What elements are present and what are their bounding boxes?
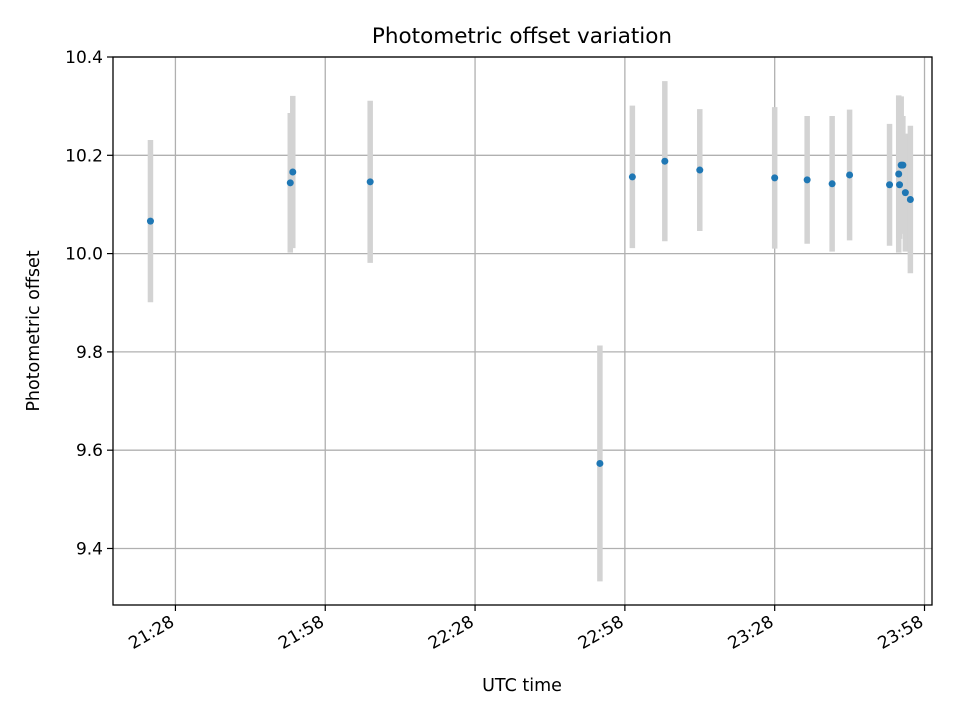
y-tick-label: 9.6 xyxy=(76,441,103,461)
data-point xyxy=(803,176,811,184)
data-point xyxy=(366,178,374,186)
y-tick-label: 10.2 xyxy=(65,146,103,166)
data-points xyxy=(146,157,914,467)
y-tick-label: 10.0 xyxy=(65,245,103,265)
data-point xyxy=(596,459,604,467)
data-point xyxy=(146,217,154,225)
data-point xyxy=(696,166,704,174)
data-point xyxy=(906,196,914,204)
data-point xyxy=(846,171,854,179)
chart-title: Photometric offset variation xyxy=(372,24,672,49)
data-point xyxy=(661,157,669,165)
data-point xyxy=(886,181,894,189)
plot-frame xyxy=(112,56,933,606)
data-point xyxy=(899,161,907,169)
data-point xyxy=(895,170,903,178)
data-point xyxy=(896,181,904,189)
data-point xyxy=(628,173,636,181)
data-point xyxy=(771,174,779,182)
y-axis-label: Photometric offset xyxy=(24,250,44,411)
data-point xyxy=(286,179,294,187)
data-point xyxy=(289,168,297,176)
y-tick-label: 9.8 xyxy=(76,343,103,363)
data-point xyxy=(901,189,909,197)
y-tick-label: 9.4 xyxy=(76,539,103,559)
data-point xyxy=(828,180,836,188)
y-tick-label: 10.4 xyxy=(65,48,103,68)
x-axis-label: UTC time xyxy=(482,676,562,696)
